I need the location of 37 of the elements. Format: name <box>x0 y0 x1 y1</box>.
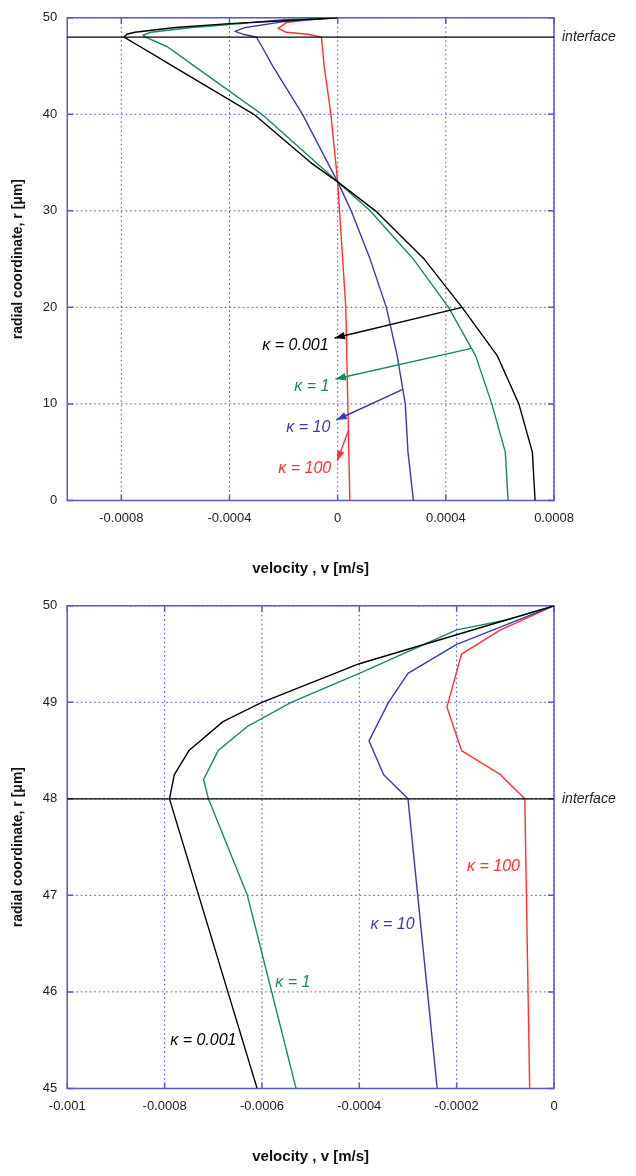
x-tick-label: -0.001 <box>48 1097 86 1113</box>
x-tick-label: -0.0004 <box>207 509 252 525</box>
y-tick-label: 0 <box>50 491 58 507</box>
y-tick-label: 20 <box>42 298 58 314</box>
y-tick-label: 47 <box>42 886 58 902</box>
y-tick-label: 50 <box>42 597 58 613</box>
y-axis-title: radial coordinate, r [μm] <box>9 178 26 340</box>
x-axis-title: velocity , v [m/s] <box>252 559 369 577</box>
x-tick-label: 0 <box>334 509 342 525</box>
legend-label: κ = 100 <box>278 459 332 477</box>
legend-label: κ = 10 <box>286 418 331 436</box>
y-tick-label: 46 <box>42 983 58 999</box>
x-tick-label: -0.0002 <box>434 1097 479 1113</box>
x-tick-label: 0.0008 <box>534 509 574 525</box>
x-tick-label: -0.0008 <box>99 509 144 525</box>
ref-line-label: interface <box>562 789 616 806</box>
series-label: κ = 1 <box>275 972 311 990</box>
x-tick-label: 0.0004 <box>425 509 466 525</box>
series-label: κ = 0.001 <box>170 1030 237 1048</box>
y-axis-title: radial coordinate, r [μm] <box>9 766 26 928</box>
legend-label: κ = 0.001 <box>262 336 329 354</box>
series-label: κ = 10 <box>370 914 415 932</box>
y-tick-label: 40 <box>42 105 58 121</box>
y-tick-label: 45 <box>42 1079 58 1095</box>
x-axis-title: velocity , v [m/s] <box>252 1147 369 1165</box>
legend-label: κ = 1 <box>294 377 330 395</box>
x-tick-label: -0.0008 <box>142 1097 187 1113</box>
y-tick-label: 49 <box>42 693 58 709</box>
x-tick-label: 0 <box>550 1097 558 1113</box>
x-tick-label: -0.0006 <box>239 1097 284 1113</box>
y-tick-label: 48 <box>42 790 58 806</box>
y-tick-label: 30 <box>42 202 58 218</box>
y-tick-label: 10 <box>42 395 58 411</box>
y-tick-label: 50 <box>42 9 58 25</box>
x-tick-label: -0.0004 <box>337 1097 382 1113</box>
series-label: κ = 100 <box>467 856 521 874</box>
ref-line-label: interface <box>562 27 616 44</box>
